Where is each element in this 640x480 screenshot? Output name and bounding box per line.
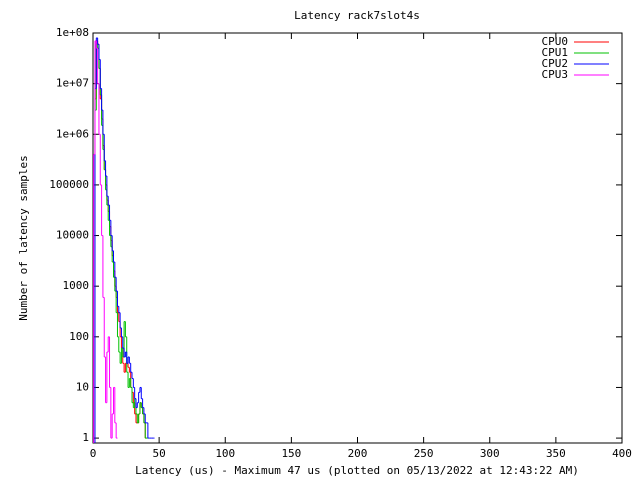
x-tick-label: 350 xyxy=(546,447,566,460)
x-tick-label: 250 xyxy=(414,447,434,460)
x-tick-label: 50 xyxy=(153,447,166,460)
x-tick-label: 150 xyxy=(281,447,301,460)
legend-label: CPU1 xyxy=(542,46,569,59)
y-tick-label: 10000 xyxy=(56,229,89,242)
x-tick-label: 0 xyxy=(90,447,97,460)
legend-label: CPU3 xyxy=(542,68,569,81)
legend-label: CPU2 xyxy=(542,57,569,70)
x-tick-label: 300 xyxy=(480,447,500,460)
x-tick-label: 100 xyxy=(215,447,235,460)
x-axis-label: Latency (us) - Maximum 47 us (plotted on… xyxy=(135,464,579,477)
y-tick-label: 100 xyxy=(69,330,89,343)
y-tick-label: 10 xyxy=(76,380,89,393)
y-tick-label: 1e+07 xyxy=(56,77,89,90)
y-axis-label: Number of latency samples xyxy=(17,155,30,321)
y-tick-label: 1 xyxy=(82,431,89,444)
legend-label: CPU0 xyxy=(542,35,569,48)
y-tick-label: 100000 xyxy=(49,178,89,191)
x-tick-label: 200 xyxy=(348,447,368,460)
y-tick-label: 1e+08 xyxy=(56,26,89,39)
y-tick-label: 1e+06 xyxy=(56,127,89,140)
chart-title: Latency rack7slot4s xyxy=(294,9,420,22)
x-tick-label: 400 xyxy=(612,447,632,460)
y-tick-label: 1000 xyxy=(63,279,90,292)
